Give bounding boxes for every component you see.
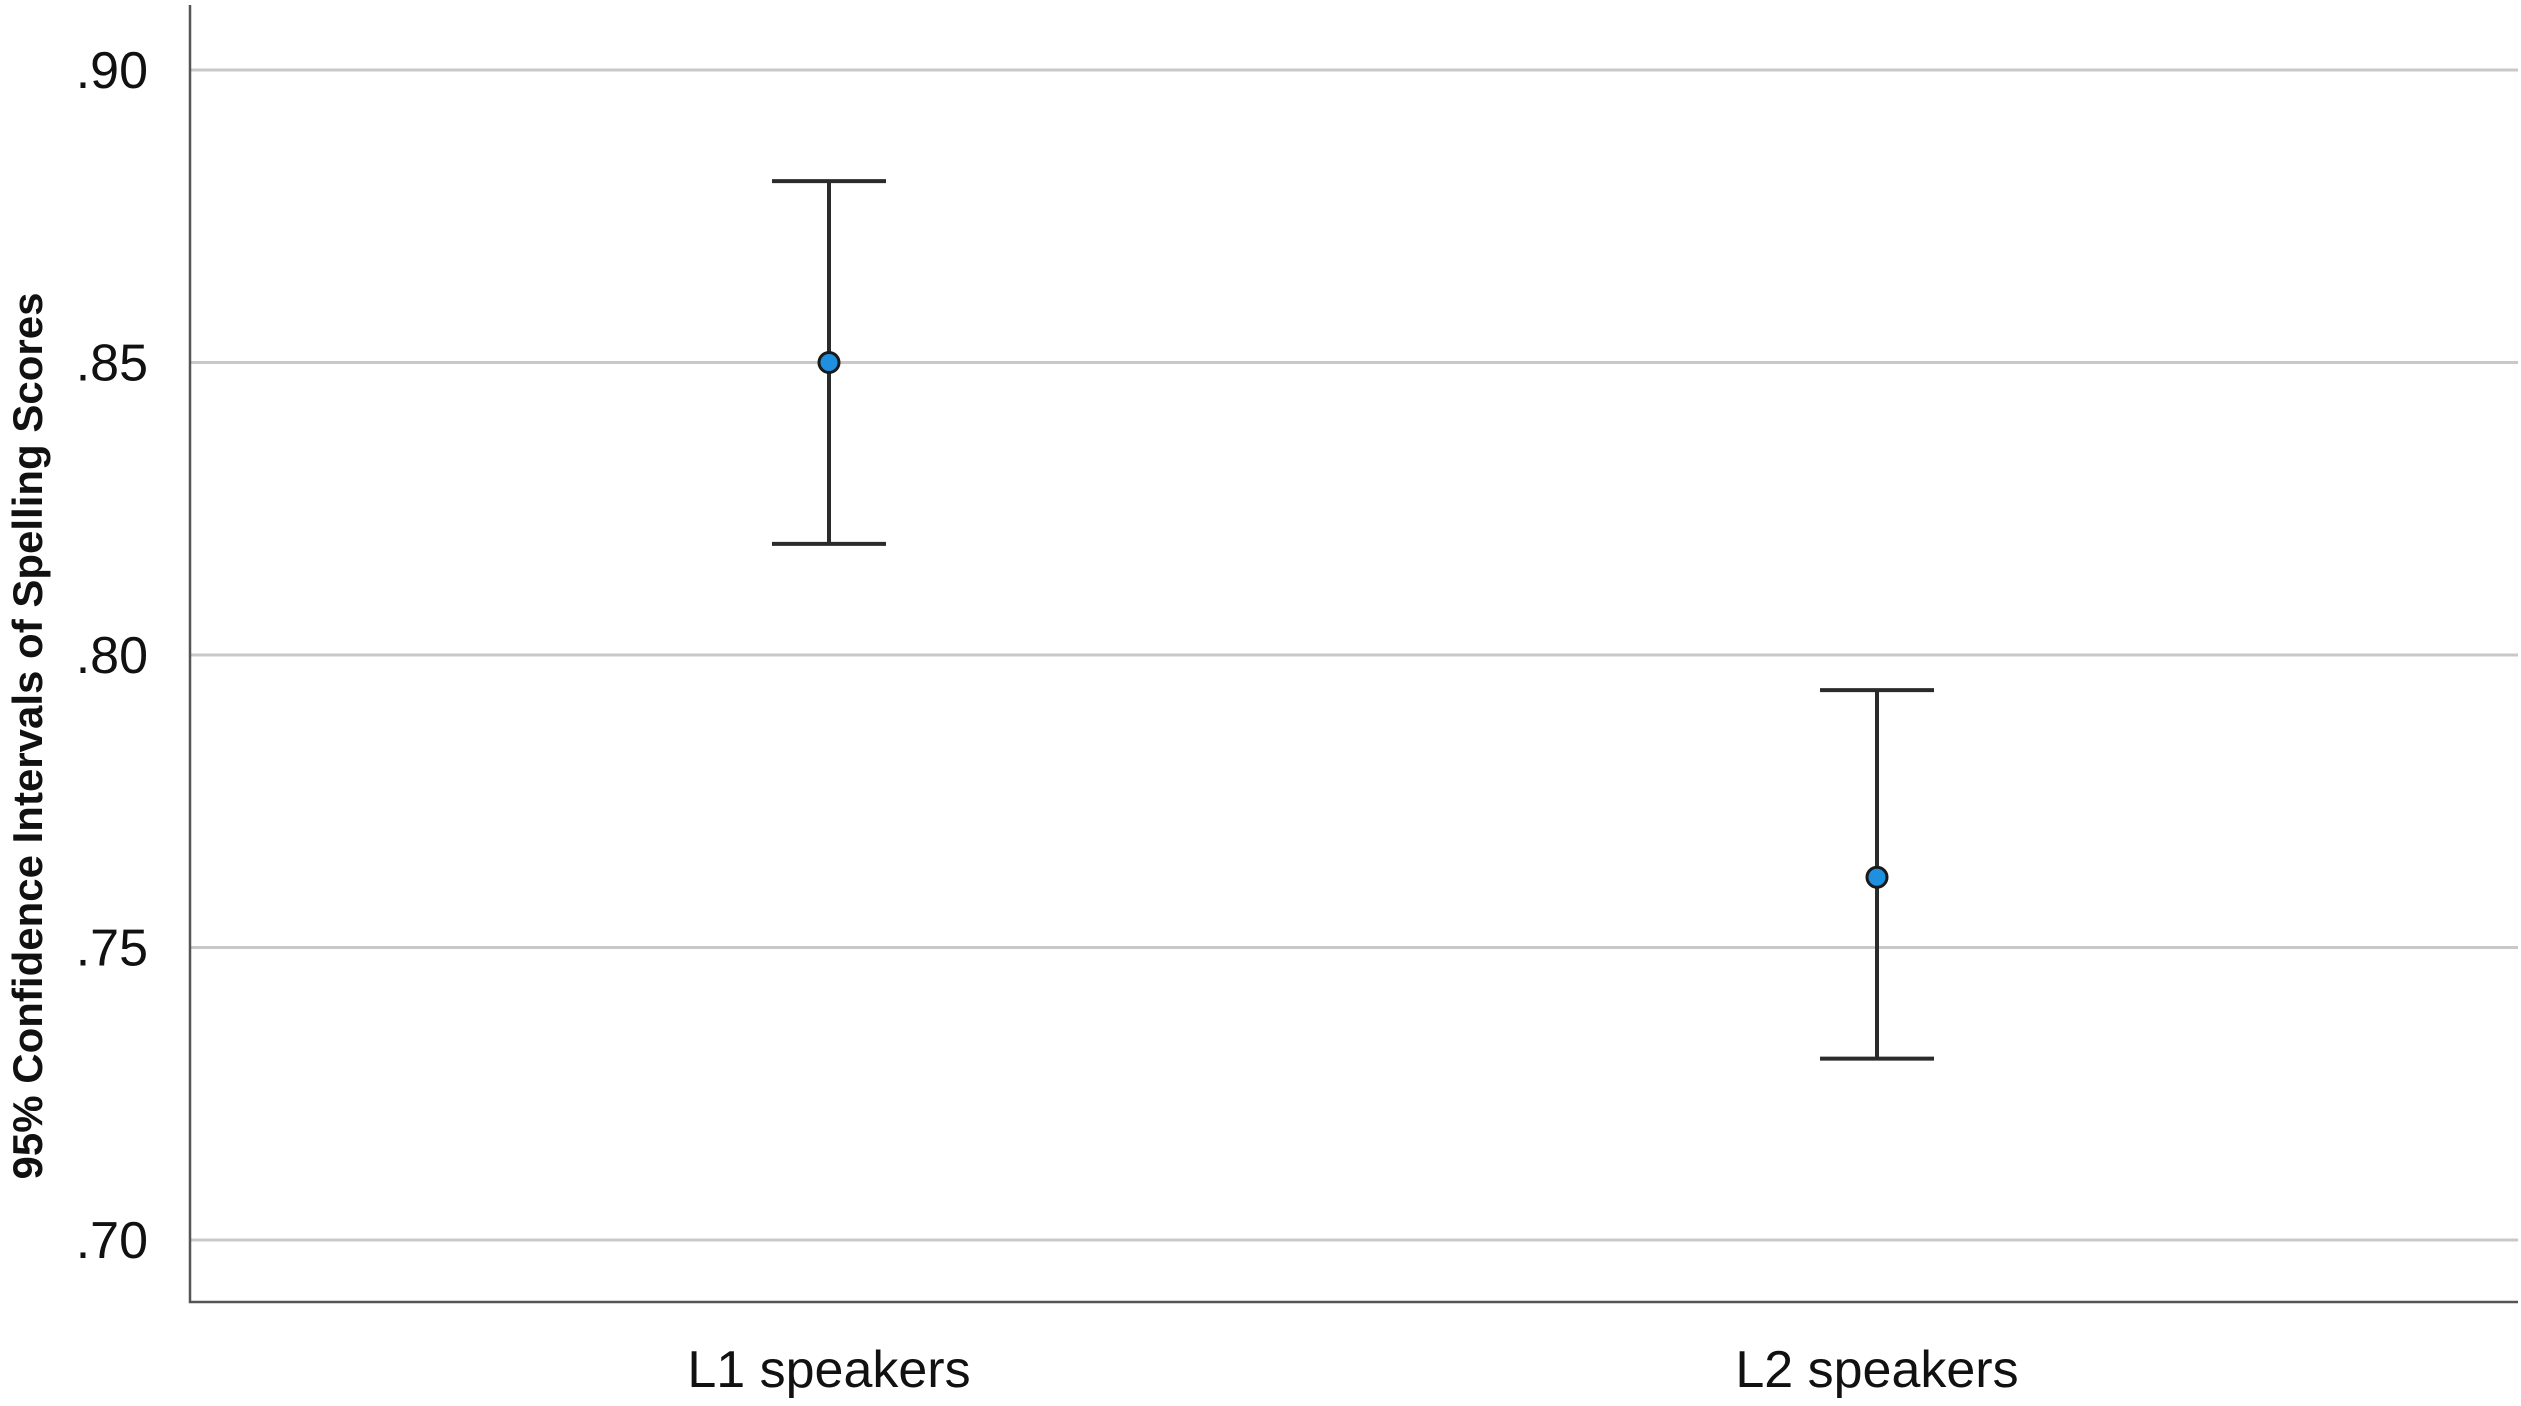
y-axis-title: 95% Confidence Intervals of Spelling Sco…: [4, 293, 51, 1180]
mean-point: [1865, 865, 1889, 889]
axes: [188, 5, 2518, 1304]
y-tick-label: .80: [76, 627, 148, 685]
y-tick-label: .75: [76, 920, 148, 978]
y-tick-labels: .70 .75 .80 .85 .90: [76, 42, 148, 1270]
x-category-label: L2 speakers: [1735, 1341, 2018, 1399]
y-tick-label: .70: [76, 1212, 148, 1270]
mean-point: [817, 351, 841, 374]
x-category-label: L1 speakers: [687, 1341, 970, 1399]
error-bars: [772, 179, 1934, 1061]
gridlines: [190, 68, 2518, 1242]
y-tick-label: .85: [76, 335, 148, 393]
y-tick-label: .90: [76, 42, 148, 100]
error-bar-group: [772, 179, 886, 546]
error-bar-group: [1820, 688, 1934, 1061]
plot-frame: [188, 5, 2518, 1304]
x-category-labels: L1 speakers L2 speakers: [687, 1341, 2018, 1399]
